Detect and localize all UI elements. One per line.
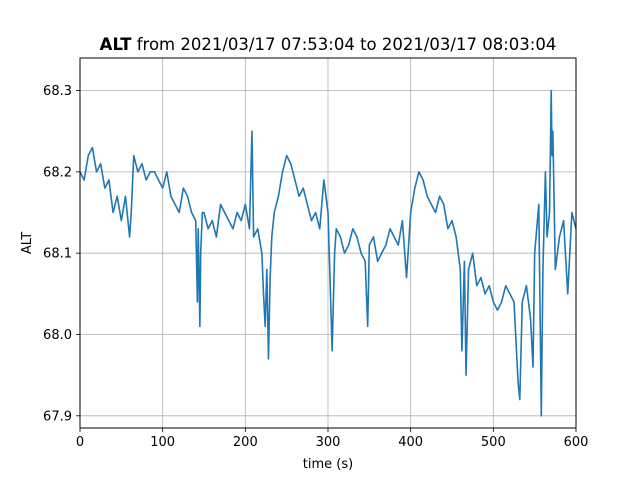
x-tick-label: 600	[564, 435, 589, 450]
x-axis-ticks: 0 100 200 300 400 500 600	[76, 428, 589, 450]
x-tick-label: 100	[150, 435, 175, 450]
chart-title-rest: from 2021/03/17 07:53:04 to 2021/03/17 0…	[131, 35, 556, 54]
x-tick-label: 400	[398, 435, 423, 450]
chart-title: ALT from 2021/03/17 07:53:04 to 2021/03/…	[100, 35, 557, 54]
x-tick-label: 0	[76, 435, 84, 450]
series-group	[79, 89, 577, 417]
chart-title-bold: ALT	[100, 35, 133, 54]
x-tick-label: 500	[481, 435, 506, 450]
grid-lines	[79, 58, 577, 428]
series-line	[79, 89, 577, 417]
y-axis-ticks: 67.9 68.0 68.1 68.2 68.3	[43, 84, 80, 424]
y-tick-label: 68.2	[43, 165, 72, 180]
y-tick-label: 68.0	[43, 328, 72, 343]
y-tick-label: 68.3	[43, 84, 72, 99]
y-tick-label: 67.9	[43, 409, 72, 424]
y-axis-label: ALT	[20, 232, 35, 254]
y-tick-label: 68.1	[43, 247, 72, 262]
x-tick-label: 200	[233, 435, 258, 450]
x-axis-label: time (s)	[303, 457, 353, 472]
x-tick-label: 300	[316, 435, 341, 450]
